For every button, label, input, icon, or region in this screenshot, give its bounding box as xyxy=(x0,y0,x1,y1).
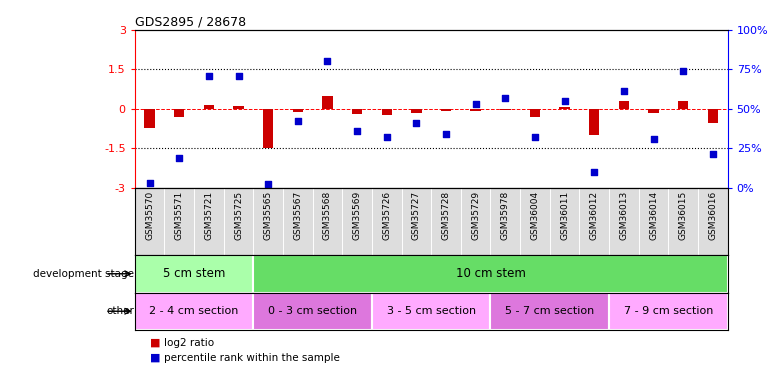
Bar xyxy=(174,109,184,117)
Text: GSM35726: GSM35726 xyxy=(382,191,391,240)
Text: GSM35978: GSM35978 xyxy=(500,191,510,240)
Text: GSM35728: GSM35728 xyxy=(441,191,450,240)
Bar xyxy=(648,109,658,114)
Text: log2 ratio: log2 ratio xyxy=(164,338,214,348)
Text: 3 - 5 cm section: 3 - 5 cm section xyxy=(387,306,476,316)
Text: GSM35727: GSM35727 xyxy=(412,191,421,240)
Text: 7 - 9 cm section: 7 - 9 cm section xyxy=(624,306,713,316)
Point xyxy=(410,120,423,126)
Point xyxy=(499,95,511,101)
Text: 0 - 3 cm section: 0 - 3 cm section xyxy=(268,306,357,316)
Point xyxy=(143,180,156,186)
Bar xyxy=(372,292,490,330)
Text: GSM35568: GSM35568 xyxy=(323,191,332,240)
Text: GSM35565: GSM35565 xyxy=(263,191,273,240)
Point xyxy=(262,182,274,188)
Bar xyxy=(253,292,372,330)
Bar xyxy=(530,109,540,117)
Bar xyxy=(708,109,718,123)
Text: GSM36012: GSM36012 xyxy=(590,191,599,240)
Bar xyxy=(470,109,480,111)
Text: GSM35569: GSM35569 xyxy=(353,191,362,240)
Text: GSM36004: GSM36004 xyxy=(531,191,540,240)
Point xyxy=(707,152,719,157)
Text: GDS2895 / 28678: GDS2895 / 28678 xyxy=(135,16,246,29)
Bar xyxy=(263,109,273,148)
Point xyxy=(529,134,541,140)
Point xyxy=(380,134,393,140)
Bar xyxy=(352,109,362,114)
Text: 5 cm stem: 5 cm stem xyxy=(162,267,226,280)
Bar xyxy=(619,101,629,109)
Text: ■: ■ xyxy=(150,353,161,363)
Text: GSM36016: GSM36016 xyxy=(708,191,718,240)
Bar xyxy=(204,105,214,109)
Bar xyxy=(490,292,609,330)
Text: GSM36015: GSM36015 xyxy=(678,191,688,240)
Point xyxy=(173,154,186,160)
Bar xyxy=(678,101,688,109)
Text: GSM35725: GSM35725 xyxy=(234,191,243,240)
Text: GSM35571: GSM35571 xyxy=(175,191,184,240)
Text: GSM36014: GSM36014 xyxy=(649,191,658,240)
Point xyxy=(470,101,482,107)
Bar xyxy=(411,109,421,114)
Point xyxy=(440,131,452,137)
Point xyxy=(648,136,660,142)
Point xyxy=(233,73,245,79)
Point xyxy=(292,118,304,124)
Text: GSM35729: GSM35729 xyxy=(471,191,480,240)
Text: 2 - 4 cm section: 2 - 4 cm section xyxy=(149,306,239,316)
Text: development stage: development stage xyxy=(33,269,134,279)
Text: GSM35570: GSM35570 xyxy=(145,191,154,240)
Text: GSM35567: GSM35567 xyxy=(293,191,303,240)
Point xyxy=(203,73,215,79)
Text: other: other xyxy=(106,306,134,316)
Text: 10 cm stem: 10 cm stem xyxy=(456,267,525,280)
Text: GSM36011: GSM36011 xyxy=(560,191,569,240)
Text: percentile rank within the sample: percentile rank within the sample xyxy=(164,353,340,363)
Point xyxy=(321,58,333,64)
Text: ■: ■ xyxy=(150,338,161,348)
Bar xyxy=(233,106,243,109)
Bar xyxy=(293,109,303,112)
Point xyxy=(351,128,363,134)
Bar xyxy=(135,255,253,292)
Bar xyxy=(382,109,392,114)
Text: GSM35721: GSM35721 xyxy=(204,191,213,240)
Bar xyxy=(500,109,511,110)
Text: 5 - 7 cm section: 5 - 7 cm section xyxy=(505,306,594,316)
Point xyxy=(588,169,601,175)
Bar xyxy=(609,292,728,330)
Text: GSM36013: GSM36013 xyxy=(619,191,628,240)
Point xyxy=(618,88,630,94)
Point xyxy=(558,98,571,104)
Point xyxy=(677,68,689,74)
Bar xyxy=(589,109,599,135)
Bar xyxy=(323,96,333,109)
Bar xyxy=(441,109,451,111)
Bar xyxy=(560,107,570,109)
Bar xyxy=(253,255,728,292)
Bar xyxy=(135,292,253,330)
Bar xyxy=(145,109,155,128)
